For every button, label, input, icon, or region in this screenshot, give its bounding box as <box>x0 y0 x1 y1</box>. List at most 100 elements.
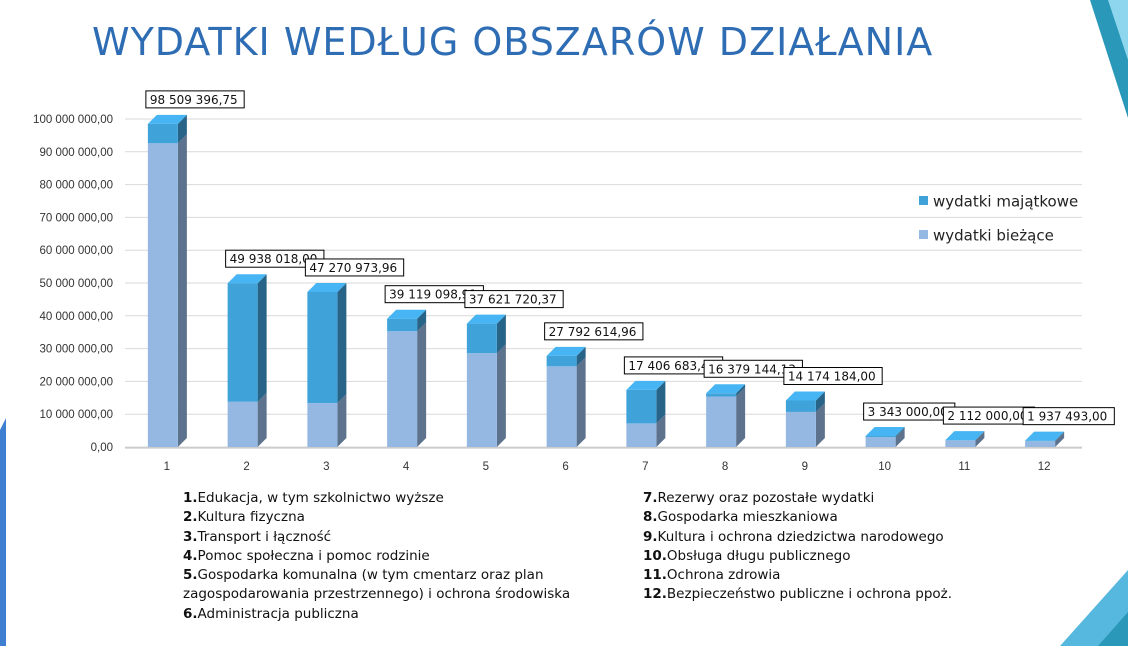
bar-top <box>147 114 187 124</box>
bar-side-capital <box>257 274 267 402</box>
bar-segment-current <box>546 366 577 447</box>
bar-top <box>466 314 506 324</box>
data-label: 98 509 396,75 <box>150 93 238 107</box>
category-number: 5. <box>183 567 198 584</box>
x-tick-label: 8 <box>722 461 728 473</box>
bar-segment-capital <box>785 400 816 412</box>
category-number: 12. <box>643 586 667 603</box>
data-label: 17 406 683,47 <box>628 359 716 373</box>
category-number: 2. <box>183 509 198 526</box>
bar-side-capital <box>576 346 586 367</box>
legend-item-current: wydatki bieżące <box>919 226 1054 245</box>
bar-side-current <box>736 387 746 447</box>
data-label-box <box>544 322 644 341</box>
bar-segment-current <box>785 411 816 447</box>
bar-top <box>706 384 746 394</box>
bar-top <box>945 431 985 441</box>
bar-side-current <box>257 392 267 447</box>
category-number: 9. <box>643 528 658 545</box>
category-number: 6. <box>183 605 198 622</box>
bar-segment-current <box>1025 441 1056 447</box>
y-tick-label: 0,00 <box>91 442 113 454</box>
category-name: Rezerwy oraz pozostałe wydatki <box>657 490 875 506</box>
bar-segment-capital <box>387 318 418 332</box>
category-legend-item: 8.Gospodarka mieszkaniowa <box>643 508 952 527</box>
bar-segment-current <box>466 353 497 447</box>
data-label: 47 270 973,96 <box>309 261 397 275</box>
data-label: 2 112 000,00 <box>947 409 1027 423</box>
bar-segment-current <box>865 437 896 447</box>
y-tick-label: 100 000 000,00 <box>33 114 113 126</box>
x-tick-label: 5 <box>483 461 489 473</box>
category-number: 3. <box>183 528 198 545</box>
category-legend-item: 6.Administracja publiczna <box>183 605 570 624</box>
x-tick-label: 2 <box>243 461 249 473</box>
category-name: Edukacja, w tym szkolnictwo wyższe <box>197 490 444 506</box>
data-label: 16 379 144,13 <box>708 362 796 376</box>
bar-top <box>307 282 347 292</box>
category-legend-item: 12.Bezpieczeństwo publiczne i ochrona pp… <box>643 585 952 604</box>
bar-segment-capital <box>227 283 258 402</box>
corner-accent-top-light <box>1108 0 1128 60</box>
data-label-box <box>1022 407 1115 426</box>
bar-top <box>785 391 825 401</box>
category-name: Pomoc społeczna i pomoc rodzinie <box>197 547 430 564</box>
category-legend-item: 11.Ochrona zdrowia <box>643 566 952 585</box>
x-tick-label: 10 <box>878 461 891 473</box>
corner-accent-left <box>0 418 6 646</box>
category-name: zagospodarowania przestrzennego) i ochro… <box>183 586 571 603</box>
y-tick-label: 20 000 000,00 <box>39 376 113 388</box>
data-label: 3 343 000,00 <box>868 405 948 419</box>
x-tick-label: 4 <box>403 461 410 473</box>
bar-segment-current <box>147 143 178 447</box>
y-tick-label: 70 000 000,00 <box>39 212 113 224</box>
x-tick-label: 11 <box>958 461 970 473</box>
bar-side-capital <box>975 431 985 441</box>
legend-item-capital: wydatki majątkowe <box>919 192 1078 211</box>
bar-segment-current <box>227 401 258 447</box>
category-number: 10. <box>643 547 667 564</box>
bar-side-capital <box>815 391 825 412</box>
bar-side-current <box>496 344 506 447</box>
bar-side-capital <box>895 427 905 438</box>
category-legend-item: 3.Transport i łączność <box>183 528 570 547</box>
bar-top <box>227 274 267 284</box>
bar-segment-current <box>307 403 338 447</box>
category-number: 1. <box>183 490 198 506</box>
bar-segment-current <box>945 440 976 447</box>
bar-segment-capital <box>865 436 896 438</box>
category-name: Gospodarka komunalna (w tym cmentarz ora… <box>197 567 544 584</box>
category-legend-item: 10.Obsługa długu publicznego <box>643 547 952 566</box>
category-legend-item: zagospodarowania przestrzennego) i ochro… <box>183 585 570 604</box>
bar-side-capital <box>1055 431 1065 442</box>
legend-label: wydatki bieżące <box>933 226 1054 245</box>
bar-segment-capital <box>147 123 178 144</box>
bar-side-capital <box>496 314 506 354</box>
y-tick-label: 80 000 000,00 <box>39 180 113 192</box>
category-name: Ochrona zdrowia <box>666 567 781 584</box>
x-tick-label: 1 <box>164 461 170 473</box>
x-tick-label: 9 <box>802 461 808 473</box>
data-label: 27 792 614,96 <box>549 325 637 339</box>
bar-segment-current <box>706 396 737 447</box>
bar-side-current <box>975 431 985 447</box>
bar-side-current <box>576 357 586 447</box>
y-tick-label: 40 000 000,00 <box>39 311 113 323</box>
bar-side-capital <box>417 309 427 332</box>
legend-label: wydatki majątkowe <box>933 192 1079 211</box>
category-number: 11. <box>643 567 667 584</box>
category-name: Bezpieczeństwo publiczne i ochrona ppoż. <box>666 586 953 603</box>
category-legend-item: 2.Kultura fizyczna <box>183 508 570 527</box>
bar-segment-capital <box>546 355 577 367</box>
bar-side-capital <box>337 282 347 404</box>
category-legend-right: 7.Rezerwy oraz pozostałe wydatki 8.Gospod… <box>643 489 952 605</box>
category-legend-item: 4.Pomoc społeczna i pomoc rodzinie <box>183 547 570 566</box>
bar-side-capital <box>736 384 746 397</box>
category-legend-item: 1.Edukacja, w tym szkolnictwo wyższe <box>183 489 570 508</box>
data-label-box <box>304 258 405 277</box>
category-legend-item: 9.Kultura i ochrona dziedzictwa narodowe… <box>643 528 952 547</box>
x-tick-label: 12 <box>1038 461 1051 473</box>
x-tick-label: 3 <box>323 461 329 473</box>
